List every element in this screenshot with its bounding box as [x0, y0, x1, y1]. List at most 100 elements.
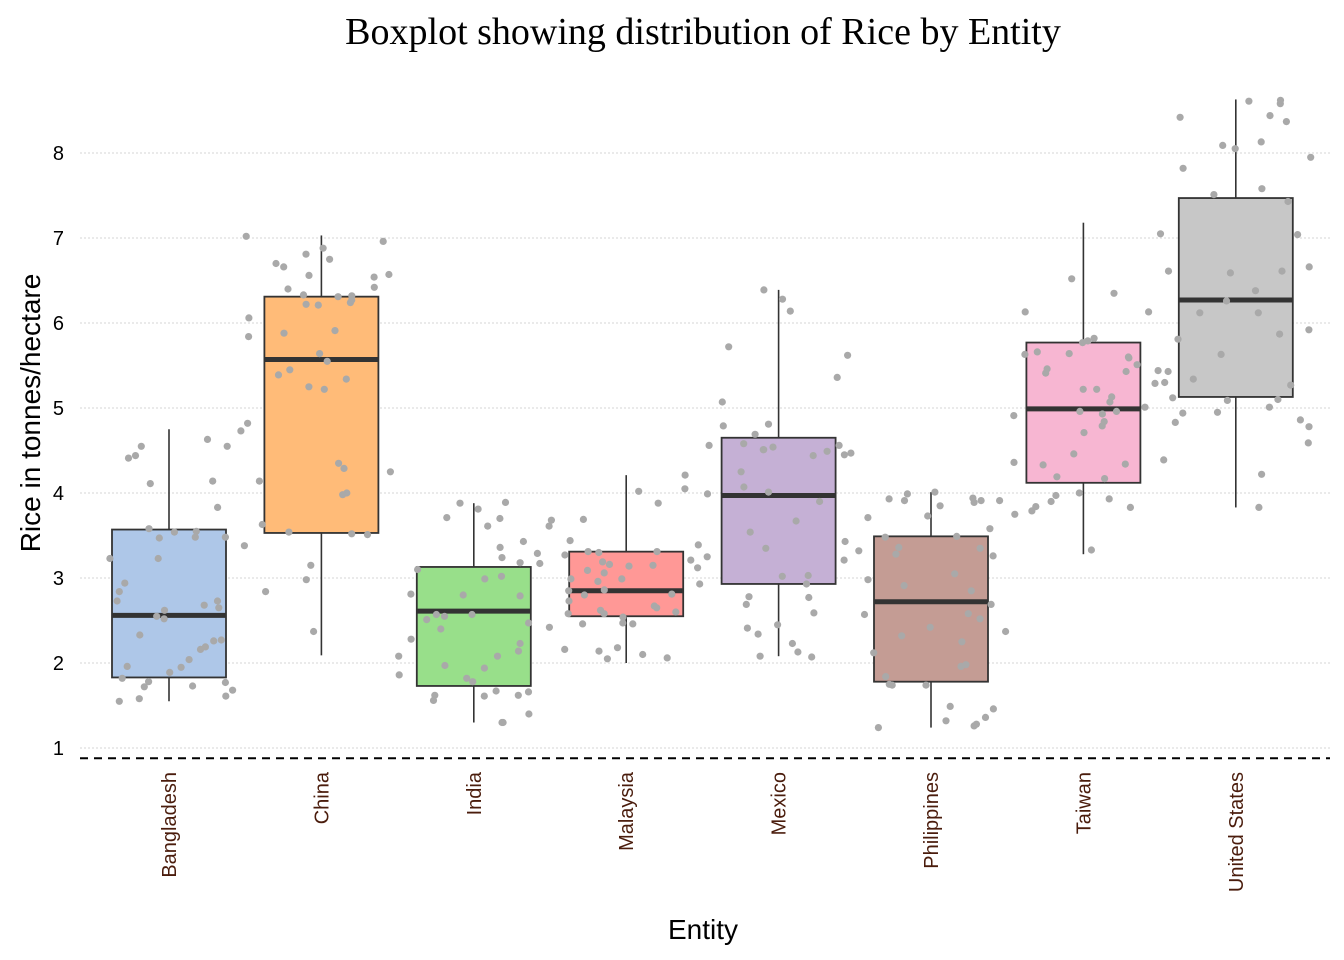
data-point — [600, 586, 608, 594]
data-point — [1266, 112, 1274, 120]
data-point — [501, 498, 510, 506]
data-point — [579, 515, 588, 524]
x-tick-label: Philippines — [921, 772, 943, 869]
data-point — [302, 576, 310, 584]
data-point — [1307, 153, 1315, 161]
y-axis-label: Rice in tonnes/hectare — [15, 274, 46, 553]
data-point — [1068, 275, 1076, 283]
data-point — [898, 632, 906, 640]
data-point — [262, 588, 270, 596]
data-point — [600, 569, 608, 577]
data-point — [567, 575, 575, 583]
data-point — [118, 674, 126, 682]
data-point — [1133, 361, 1141, 369]
data-point — [525, 710, 533, 718]
data-point — [847, 449, 855, 457]
data-point — [855, 547, 863, 555]
data-point — [242, 232, 250, 240]
data-point — [808, 653, 816, 661]
data-point — [703, 553, 711, 561]
data-point — [370, 283, 378, 291]
data-point — [1176, 113, 1184, 121]
data-point — [778, 572, 786, 580]
data-point — [996, 497, 1004, 505]
data-point — [561, 645, 569, 654]
data-point — [900, 497, 909, 505]
data-point — [1305, 263, 1313, 271]
data-point — [136, 631, 144, 639]
data-point — [1304, 439, 1312, 447]
data-point — [1122, 367, 1130, 376]
data-point — [1112, 407, 1121, 415]
data-point — [1287, 381, 1295, 389]
data-point — [788, 639, 797, 648]
data-point — [1098, 410, 1106, 418]
data-point — [272, 259, 280, 268]
data-point — [595, 548, 603, 557]
x-tick-label: Malaysia — [616, 771, 638, 851]
data-point — [316, 350, 324, 358]
data-point — [769, 443, 777, 451]
data-point — [440, 612, 449, 620]
data-point — [123, 662, 131, 671]
data-point — [760, 286, 768, 294]
data-point — [140, 683, 148, 691]
data-point — [1108, 393, 1116, 401]
data-point — [987, 600, 995, 609]
data-point — [1145, 308, 1153, 316]
data-point — [514, 647, 523, 655]
data-point — [115, 588, 123, 596]
data-point — [1010, 412, 1018, 420]
data-point — [516, 639, 524, 648]
data-point — [1169, 394, 1177, 402]
data-point — [525, 619, 533, 627]
data-point — [653, 604, 661, 612]
data-point — [816, 497, 824, 506]
data-point — [319, 244, 327, 252]
data-point — [547, 516, 556, 524]
y-tick-label: 8 — [53, 143, 64, 165]
data-point — [201, 643, 209, 651]
data-point — [1219, 141, 1227, 149]
data-point — [240, 542, 248, 550]
data-point — [340, 464, 348, 472]
data-point — [874, 724, 883, 732]
data-point — [307, 561, 315, 569]
data-point — [385, 270, 393, 279]
data-point — [245, 333, 253, 341]
data-point — [1080, 429, 1088, 437]
chart-title: Boxplot showing distribution of Rice by … — [345, 11, 1061, 53]
data-point — [1174, 335, 1182, 343]
data-point — [456, 499, 464, 507]
data-point — [946, 702, 954, 711]
data-point — [835, 441, 843, 449]
data-point — [719, 422, 727, 430]
data-point — [1278, 267, 1286, 275]
data-point — [888, 681, 896, 689]
data-point — [1258, 470, 1266, 478]
data-point — [379, 237, 387, 245]
x-axis: Bangladesh China India Malaysia Mexico Philip… — [159, 771, 1248, 892]
data-point — [258, 520, 266, 529]
data-point — [754, 630, 762, 638]
data-point — [629, 620, 637, 628]
data-point — [823, 447, 831, 455]
data-point — [882, 673, 890, 681]
data-point — [245, 314, 253, 322]
data-point — [804, 571, 812, 580]
data-point — [864, 576, 872, 584]
data-point — [137, 442, 145, 450]
data-point — [1090, 334, 1098, 342]
data-point — [302, 300, 310, 308]
data-point — [339, 491, 347, 499]
data-point — [764, 420, 773, 428]
data-point — [314, 301, 322, 309]
data-point — [663, 654, 671, 662]
data-point — [986, 525, 994, 533]
data-point — [222, 692, 230, 700]
data-point — [1021, 350, 1029, 358]
data-point — [653, 548, 661, 556]
data-point — [565, 597, 573, 605]
data-point — [323, 357, 331, 365]
data-point — [705, 441, 713, 449]
